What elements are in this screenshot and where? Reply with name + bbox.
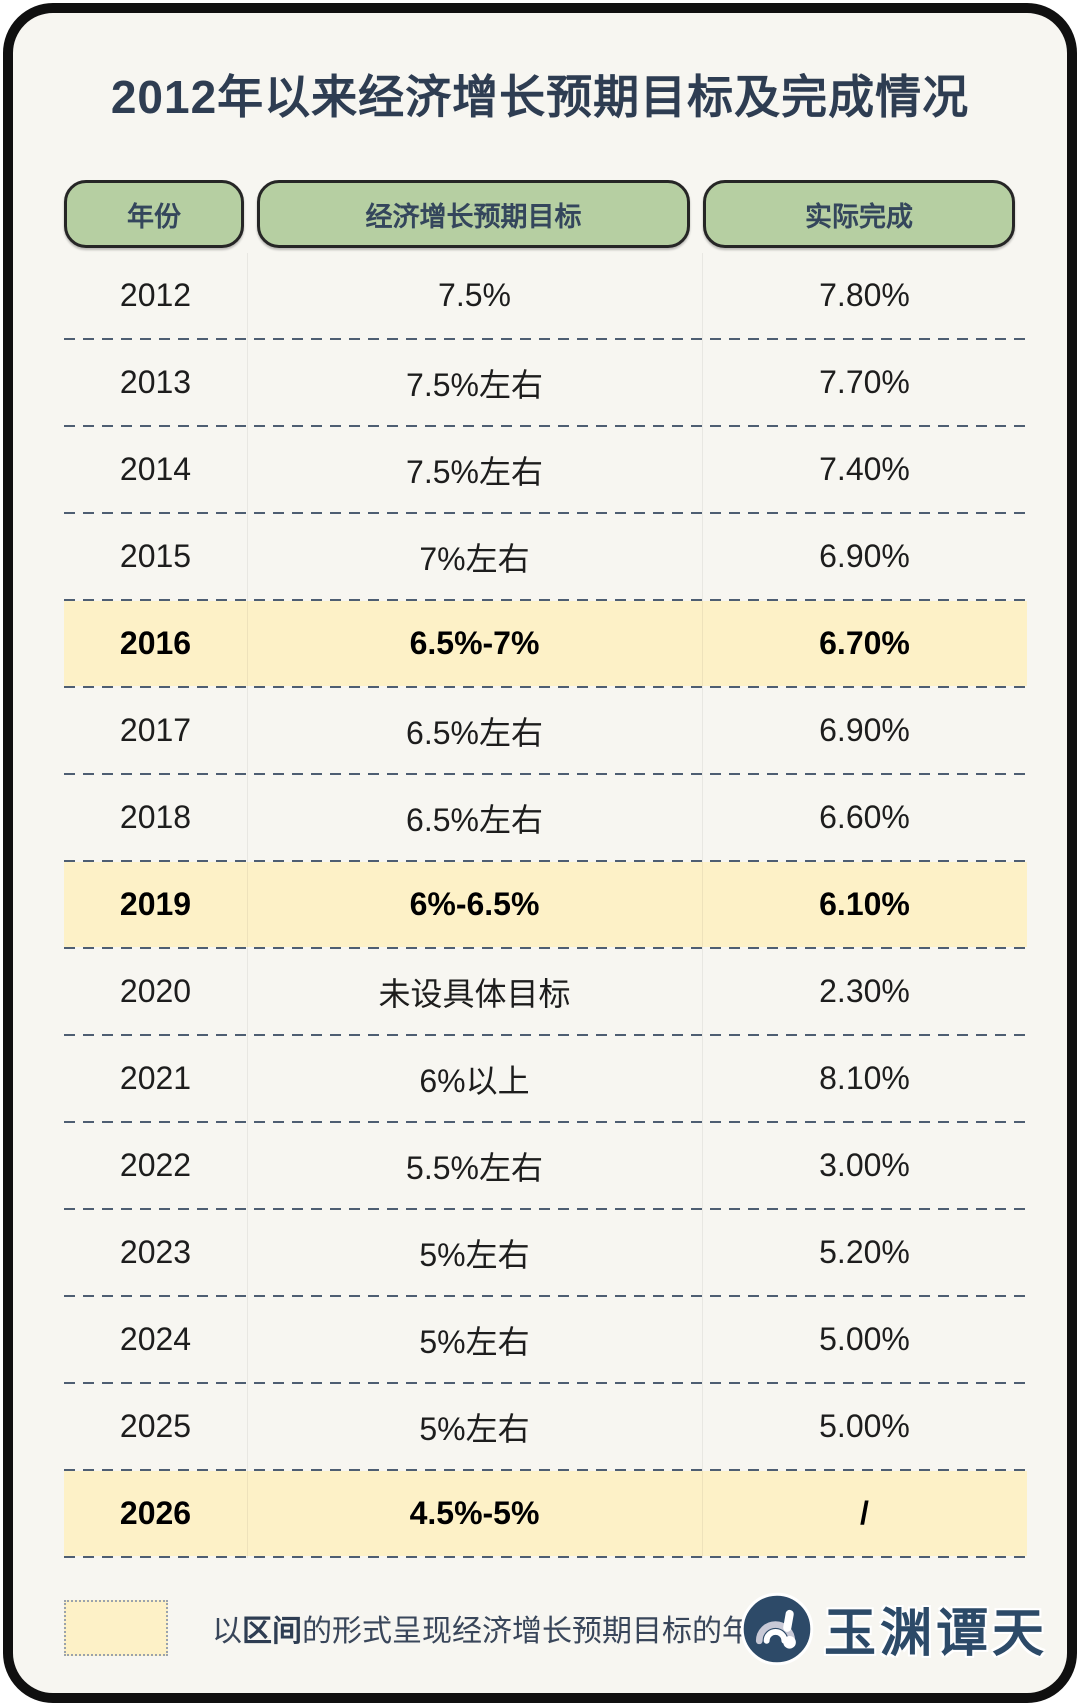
cell-year: 2026 <box>119 1495 192 1531</box>
cell-year: 2020 <box>119 973 192 1009</box>
cell-actual: 5.00% <box>819 1408 910 1444</box>
table-row: 2018 6.5%左右 6.60% <box>64 775 1027 860</box>
cell-actual: 7.80% <box>819 277 910 313</box>
infographic-card: 2012年以来经济增长预期目标及完成情况 年份 经济增长预期目标 实际完成 20… <box>3 3 1077 1703</box>
row-separator <box>64 947 1027 949</box>
row-separator <box>64 512 1027 514</box>
cell-actual: 6.10% <box>819 886 910 922</box>
table-row: 2016 6.5%-7% 6.70% <box>64 601 1027 686</box>
cell-actual: 8.10% <box>819 1060 910 1096</box>
cell-target: 4.5%-5% <box>409 1495 540 1531</box>
cell-actual: 6.90% <box>819 712 910 748</box>
cell-target: 7%左右 <box>419 540 530 577</box>
cell-actual: 5.00% <box>819 1321 910 1357</box>
table-body: 2012 7.5% 7.80% 2013 7.5%左右 7.70% 2014 7.5%左右 7.… <box>64 253 1027 1558</box>
cell-target: 5%左右 <box>419 1410 530 1447</box>
table-row: 2026 4.5%-5% / <box>64 1471 1027 1556</box>
table-row: 2024 5%左右 5.00% <box>64 1297 1027 1382</box>
cell-target: 6%以上 <box>419 1062 530 1099</box>
legend-text-bold: 区间 <box>242 1615 302 1648</box>
table-row: 2022 5.5%左右 3.00% <box>64 1123 1027 1208</box>
row-separator <box>64 1382 1027 1384</box>
row-separator <box>64 1556 1027 1558</box>
legend-swatch-icon <box>64 1600 168 1656</box>
cell-year: 2016 <box>119 625 192 661</box>
cell-target: 5%左右 <box>419 1236 530 1273</box>
cell-year: 2012 <box>119 277 192 313</box>
brand-logo: 玉渊谭天 <box>740 1591 1048 1666</box>
table-row: 2014 7.5%左右 7.40% <box>64 427 1027 512</box>
table-row: 2017 6.5%左右 6.90% <box>64 688 1027 773</box>
cell-target: 6.5%左右 <box>406 801 543 838</box>
cell-year: 2023 <box>119 1234 192 1270</box>
cell-target: 7.5% <box>438 277 511 313</box>
table-row: 2013 7.5%左右 7.70% <box>64 340 1027 425</box>
cell-actual: 6.70% <box>819 625 910 661</box>
legend: 以区间的形式呈现经济增长预期目标的年份 <box>64 1600 782 1656</box>
cell-target: 6.5%-7% <box>409 625 540 661</box>
cell-year: 2013 <box>119 364 192 400</box>
brand-logo-text: 玉渊谭天 <box>824 1605 1049 1663</box>
page-title: 2012年以来经济增长预期目标及完成情况 <box>110 71 970 123</box>
row-separator <box>64 425 1027 427</box>
cell-year: 2024 <box>119 1321 192 1357</box>
row-separator <box>64 1121 1027 1123</box>
cell-actual: 3.00% <box>819 1147 910 1183</box>
cell-target: 5.5%左右 <box>406 1149 543 1186</box>
row-separator <box>64 1034 1027 1036</box>
row-separator <box>64 1208 1027 1210</box>
cell-actual: 5.20% <box>819 1234 910 1270</box>
cell-target: 7.5%左右 <box>406 366 543 403</box>
cell-target: 6%-6.5% <box>409 886 540 922</box>
cell-actual: 6.90% <box>819 538 910 574</box>
table-header: 年份 经济增长预期目标 实际完成 <box>64 180 1028 248</box>
column-header-year: 年份 <box>64 180 244 248</box>
column-divider <box>702 253 703 1558</box>
table-row: 2020 未设具体目标 2.30% <box>64 949 1027 1034</box>
column-header-target: 经济增长预期目标 <box>257 180 690 248</box>
legend-text-prefix: 以 <box>212 1615 242 1648</box>
column-divider <box>247 253 248 1558</box>
row-separator <box>64 773 1027 775</box>
cell-actual: 2.30% <box>819 973 910 1009</box>
table-row: 2021 6%以上 8.10% <box>64 1036 1027 1121</box>
row-separator <box>64 599 1027 601</box>
cell-actual: 7.40% <box>819 451 910 487</box>
row-separator <box>64 686 1027 688</box>
table-row: 2023 5%左右 5.20% <box>64 1210 1027 1295</box>
table-row: 2019 6%-6.5% 6.10% <box>64 862 1027 947</box>
table-row: 2025 5%左右 5.00% <box>64 1384 1027 1469</box>
cell-actual: 7.70% <box>819 364 910 400</box>
row-separator <box>64 1469 1027 1471</box>
table-row: 2015 7%左右 6.90% <box>64 514 1027 599</box>
brand-logo-icon <box>740 1592 814 1665</box>
cell-target: 7.5%左右 <box>406 453 543 490</box>
cell-year: 2025 <box>119 1408 192 1444</box>
row-separator <box>64 1295 1027 1297</box>
cell-year: 2019 <box>119 886 192 922</box>
legend-text-suffix: 的形式呈现经济增长预期目标的年份 <box>302 1615 782 1648</box>
cell-actual: 6.60% <box>819 799 910 835</box>
column-header-actual: 实际完成 <box>703 180 1015 248</box>
cell-target: 5%左右 <box>419 1323 530 1360</box>
cell-year: 2022 <box>119 1147 192 1183</box>
cell-year: 2017 <box>119 712 192 748</box>
table-row: 2012 7.5% 7.80% <box>64 253 1027 338</box>
cell-year: 2021 <box>119 1060 192 1096</box>
row-separator <box>64 860 1027 862</box>
cell-actual: / <box>860 1495 869 1531</box>
cell-year: 2014 <box>119 451 192 487</box>
cell-target: 未设具体目标 <box>378 975 571 1012</box>
row-separator <box>64 338 1027 340</box>
cell-target: 6.5%左右 <box>406 714 543 751</box>
legend-text: 以区间的形式呈现经济增长预期目标的年份 <box>212 1606 782 1650</box>
cell-year: 2015 <box>119 538 192 574</box>
cell-year: 2018 <box>119 799 192 835</box>
